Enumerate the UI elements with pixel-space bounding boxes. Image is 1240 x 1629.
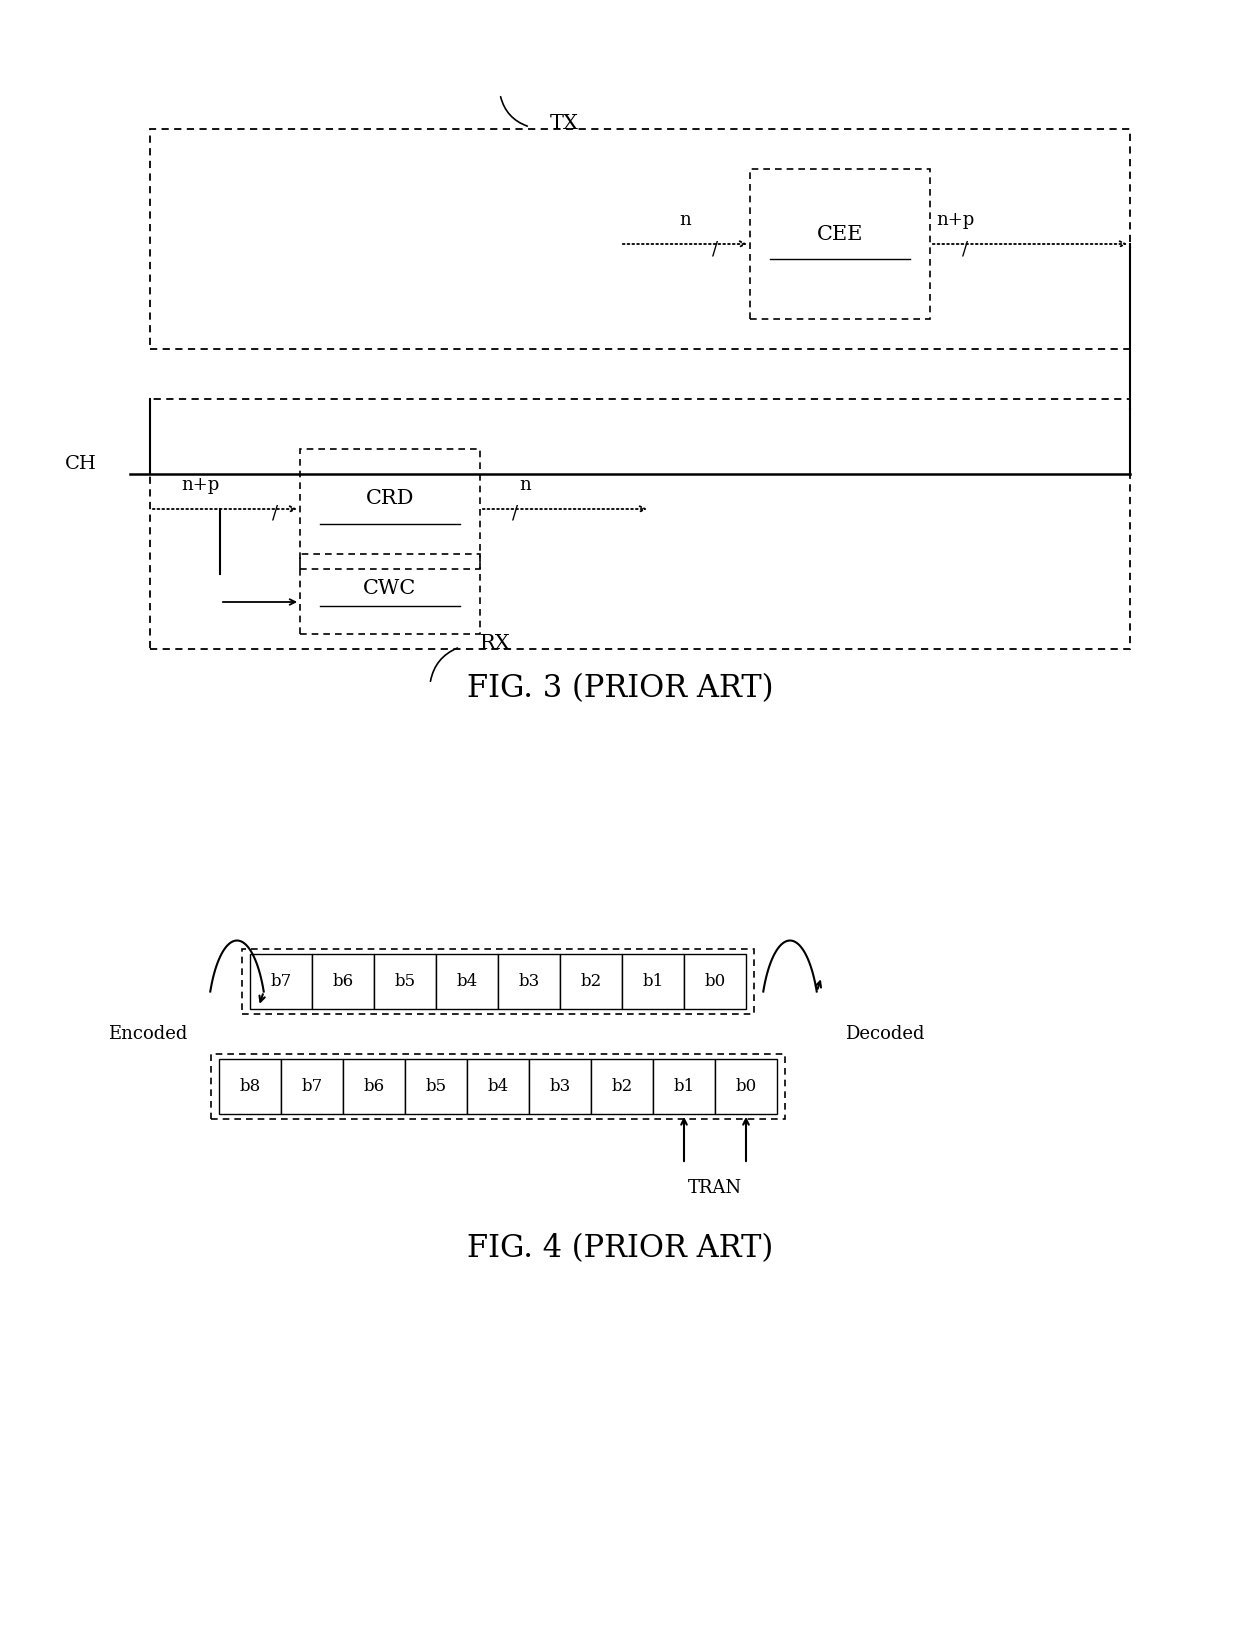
FancyBboxPatch shape (529, 1059, 591, 1114)
Text: n: n (520, 476, 531, 494)
Text: b1: b1 (642, 973, 663, 990)
Text: CWC: CWC (363, 580, 417, 598)
Text: Encoded: Encoded (108, 1025, 187, 1043)
Text: b7: b7 (301, 1078, 322, 1095)
Text: TRAN: TRAN (688, 1179, 742, 1197)
FancyBboxPatch shape (622, 955, 684, 1008)
Text: b5: b5 (394, 973, 415, 990)
FancyBboxPatch shape (653, 1059, 715, 1114)
FancyBboxPatch shape (405, 1059, 467, 1114)
Text: b5: b5 (425, 1078, 446, 1095)
Text: b2: b2 (611, 1078, 632, 1095)
Text: CH: CH (64, 454, 97, 472)
Text: n+p: n+p (936, 212, 975, 230)
FancyBboxPatch shape (250, 955, 312, 1008)
Text: /: / (272, 505, 278, 523)
Text: b8: b8 (239, 1078, 260, 1095)
FancyBboxPatch shape (684, 955, 746, 1008)
Text: FIG. 4 (PRIOR ART): FIG. 4 (PRIOR ART) (467, 1233, 773, 1264)
FancyBboxPatch shape (715, 1059, 777, 1114)
Text: b0: b0 (735, 1078, 756, 1095)
Text: /: / (712, 239, 718, 257)
Text: b3: b3 (518, 973, 539, 990)
Text: RX: RX (480, 634, 511, 653)
FancyBboxPatch shape (374, 955, 436, 1008)
FancyBboxPatch shape (281, 1059, 343, 1114)
Text: b7: b7 (270, 973, 291, 990)
FancyBboxPatch shape (436, 955, 498, 1008)
Text: CEE: CEE (817, 225, 863, 243)
Text: n+p: n+p (181, 476, 219, 494)
Text: /: / (962, 239, 968, 257)
Text: /: / (512, 505, 518, 523)
Text: b0: b0 (704, 973, 725, 990)
Text: b6: b6 (332, 973, 353, 990)
FancyBboxPatch shape (467, 1059, 529, 1114)
FancyBboxPatch shape (219, 1059, 281, 1114)
Text: TX: TX (551, 114, 579, 134)
Text: b4: b4 (456, 973, 477, 990)
FancyBboxPatch shape (498, 955, 560, 1008)
Text: b4: b4 (487, 1078, 508, 1095)
Text: b6: b6 (363, 1078, 384, 1095)
Text: b2: b2 (580, 973, 601, 990)
Text: b1: b1 (673, 1078, 694, 1095)
FancyBboxPatch shape (591, 1059, 653, 1114)
Text: CRD: CRD (366, 489, 414, 508)
Text: b3: b3 (549, 1078, 570, 1095)
Text: n: n (680, 212, 691, 230)
FancyBboxPatch shape (343, 1059, 405, 1114)
FancyBboxPatch shape (312, 955, 374, 1008)
FancyBboxPatch shape (560, 955, 622, 1008)
Text: Decoded: Decoded (844, 1025, 925, 1043)
Text: FIG. 3 (PRIOR ART): FIG. 3 (PRIOR ART) (466, 673, 774, 704)
